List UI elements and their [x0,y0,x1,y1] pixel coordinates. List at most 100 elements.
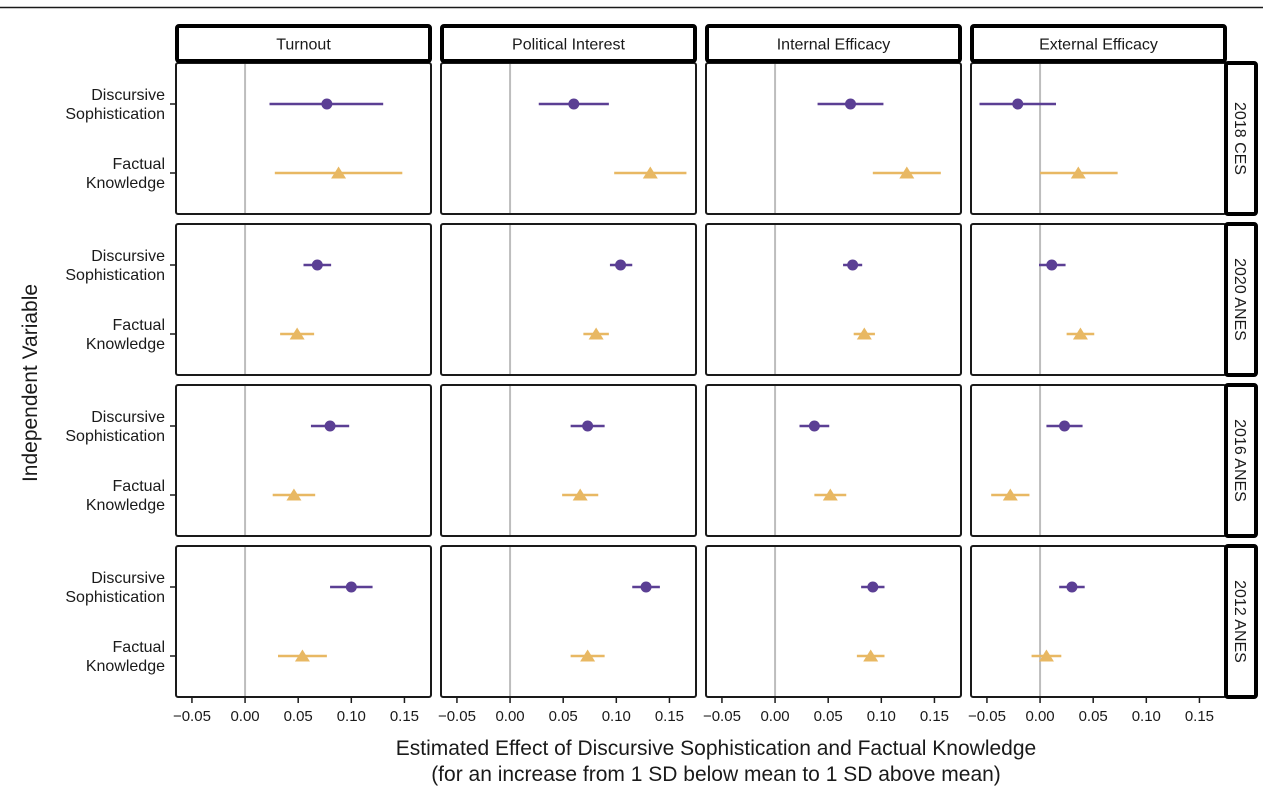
y-tick-label: Sophistication [65,106,165,123]
x-tick-label: 0.15 [655,708,684,725]
y-tick-label: Sophistication [65,428,165,445]
panel-frame [970,384,1227,537]
x-tick-label: −0.05 [968,708,1006,725]
y-tick-label: Knowledge [86,175,165,192]
factual-knowledge-point [572,488,588,501]
discursive-sophistication-point [640,581,652,593]
row-strip-label: 2012 ANES [1231,580,1248,663]
x-tick-label: 0.00 [495,708,524,725]
y-axis-title: Independent Variable [19,284,42,482]
y-tick-label: Knowledge [86,336,165,353]
axis-labels: Estimated Effect of Discursive Sophistic… [19,284,1036,786]
factual-knowledge-point [1070,166,1086,179]
discursive-sophistication-point [808,420,820,432]
discursive-sophistication-point [847,259,859,271]
x-tick-label: 0.05 [284,708,313,725]
x-tick-label: 0.00 [1025,708,1054,725]
y-tick-label: Factual [113,478,165,495]
x-tick-label: 0.10 [337,708,366,725]
discursive-sophistication-point [1059,420,1070,432]
y-tick-label: Discursive [91,87,165,104]
y-tick-label: Discursive [91,570,165,587]
row-strip-label: 2020 ANES [1231,258,1248,341]
panel-frame [705,545,962,698]
x-tick-label: 0.10 [602,708,631,725]
column-strip [440,24,697,63]
panel-frame [440,223,697,376]
row-strip-label: 2016 ANES [1231,419,1248,502]
reference-lines [244,64,1042,696]
factual-knowledge-point [331,166,347,179]
x-tick-label: 0.00 [230,708,259,725]
y-tick-label: Knowledge [86,658,165,675]
x-tick-label: 0.15 [390,708,419,725]
discursive-sophistication-point [311,259,323,271]
row-strip [1224,222,1258,377]
discursive-sophistication-point [1012,98,1024,110]
factual-knowledge-point [588,327,604,340]
row-strip [1224,383,1258,538]
panel-frame [440,545,697,698]
axes: Discursive Sophistication Factual Knowledge… [65,87,1214,725]
column-strip-label: External Efficacy [1039,37,1158,54]
discursive-sophistication-point [324,420,336,432]
column-strip [705,24,962,63]
row-strip [1224,544,1258,699]
column-strip [175,24,432,63]
y-tick-label: Discursive [91,409,165,426]
discursive-sophistication-point [345,581,357,593]
factual-knowledge-point [1072,327,1088,340]
panel-frame [970,223,1227,376]
panel-frame [175,223,432,376]
y-tick-label: Factual [113,156,165,173]
panel-frame [705,62,962,215]
y-tick-label: Sophistication [65,589,165,606]
x-tick-label: 0.05 [814,708,843,725]
data-marks [269,98,1118,662]
panel-frame [175,545,432,698]
y-tick-label: Factual [113,317,165,334]
discursive-sophistication-point [615,259,627,271]
x-axis-subtitle: (for an increase from 1 SD below mean to… [431,763,1001,786]
y-tick-label: Knowledge [86,497,165,514]
panel-frames [175,62,1227,698]
column-strip [970,24,1227,63]
panel-frame [705,223,962,376]
panel-frame [970,62,1227,215]
row-strip-label: 2018 CES [1231,102,1248,175]
discursive-sophistication-point [1046,259,1058,271]
discursive-sophistication-point [867,581,879,593]
discursive-sophistication-point [1066,581,1078,593]
y-tick-label: Discursive [91,248,165,265]
discursive-sophistication-point [845,98,856,110]
x-tick-label: −0.05 [703,708,741,725]
y-tick-label: Sophistication [65,267,165,284]
y-tick-label: Factual [113,639,165,656]
factual-knowledge-point [642,166,658,179]
discursive-sophistication-point [568,98,580,110]
column-strip-label: Turnout [276,37,331,54]
x-tick-label: 0.10 [1132,708,1161,725]
factual-knowledge-point [289,327,305,340]
row-strip [1224,61,1258,216]
x-tick-label: 0.15 [1185,708,1214,725]
panel-frame [705,384,962,537]
panel-frame [440,62,697,215]
x-tick-label: 0.15 [920,708,949,725]
facet-strips: Turnout Political Interest Internal Effica… [175,24,1258,699]
factual-knowledge-point [286,488,302,501]
column-strip-label: Political Interest [512,37,625,54]
panel-frame [440,384,697,537]
factual-knowledge-point [1002,488,1018,501]
panel-frame [175,384,432,537]
discursive-sophistication-point [321,98,333,110]
x-tick-label: 0.05 [1079,708,1108,725]
discursive-sophistication-point [582,420,594,432]
factual-knowledge-point [294,649,310,662]
factual-knowledge-point [1038,649,1054,662]
factual-knowledge-point [580,649,596,662]
factual-knowledge-point [863,649,879,662]
factual-knowledge-point [899,166,915,179]
column-strip-label: Internal Efficacy [777,37,891,54]
